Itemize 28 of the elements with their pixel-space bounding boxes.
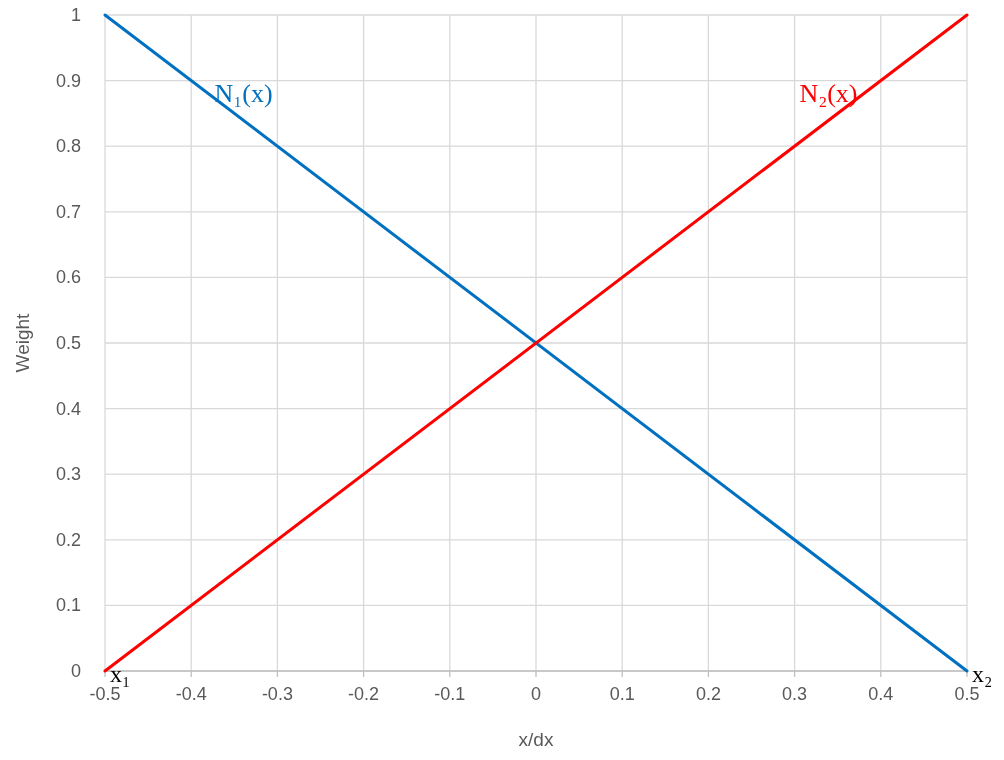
y-tick-label: 0.4: [55, 398, 81, 419]
x-axis-title: x/dx: [518, 729, 554, 750]
y-tick-label: 0.9: [55, 70, 81, 91]
x-tick-label: 0: [530, 684, 542, 704]
x-tick-label: -0.2: [348, 684, 380, 704]
x-tick-label: -0.3: [261, 684, 293, 704]
x-tick-label: 0.2: [695, 684, 721, 704]
series-label: N₁(x): [214, 78, 273, 108]
y-tick-label: 0.1: [55, 595, 81, 616]
y-tick-label: 0.6: [55, 267, 81, 288]
x-tick-label: 0.3: [782, 684, 808, 704]
y-tick-label: 0.8: [55, 136, 81, 157]
series-label: N₂(x): [799, 78, 858, 108]
x-tick-label: -0.4: [175, 684, 207, 704]
y-tick-label: 0.5: [55, 333, 81, 353]
annotation: x₁: [110, 661, 131, 687]
x-tick-label: 0.1: [609, 684, 635, 704]
x-tick-label: 0.4: [868, 684, 894, 704]
annotation: x₂: [972, 661, 993, 687]
x-tick-label: -0.1: [434, 684, 466, 704]
y-tick-label: 0.7: [55, 201, 81, 222]
y-tick-label: 0: [70, 661, 81, 681]
y-tick-label: 0.3: [55, 464, 81, 485]
x-tick-label: -0.5: [89, 684, 121, 704]
x-tick-label: 0.5: [954, 684, 980, 704]
y-tick-label: 0.2: [55, 529, 81, 550]
y-tick-label: 1: [70, 5, 81, 25]
y-axis-title: Weight: [12, 312, 33, 373]
